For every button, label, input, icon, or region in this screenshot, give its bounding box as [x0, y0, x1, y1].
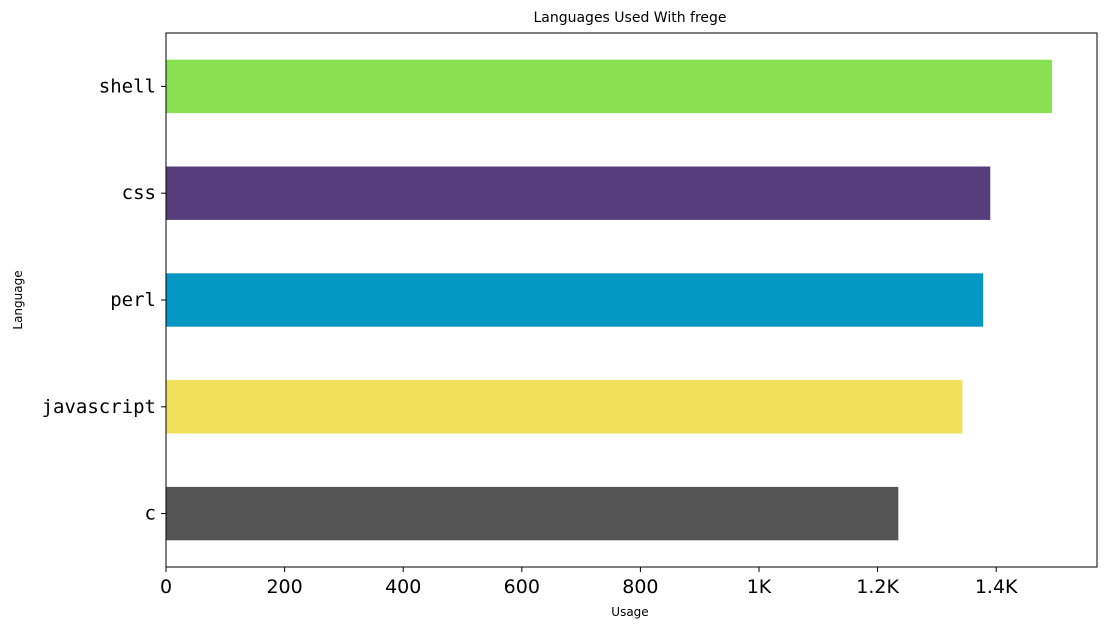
x-tick-label: 1.4K — [975, 576, 1018, 598]
x-axis: 0 200 400 600 800 1K 1.2K 1.4K — [160, 567, 1018, 598]
x-tick-label: 1.2K — [856, 576, 899, 598]
x-tick-label: 200 — [266, 576, 302, 598]
y-tick-label-shell: shell — [99, 75, 156, 97]
x-axis-title: Usage — [611, 605, 648, 619]
y-tick-label-perl: perl — [110, 289, 156, 311]
y-tick-label-javascript: javascript — [42, 396, 156, 418]
x-tick-label: 400 — [385, 576, 421, 598]
x-tick-label: 800 — [622, 576, 658, 598]
bar-javascript — [166, 380, 963, 434]
bar-c — [166, 486, 899, 541]
y-axis-title: Language — [11, 270, 25, 329]
chart-title: Languages Used With frege — [533, 10, 726, 26]
x-tick-label: 600 — [504, 576, 540, 598]
y-tick-label-css: css — [122, 182, 156, 204]
x-tick-label: 1K — [747, 576, 772, 598]
y-axis: c javascript perl css shell — [42, 75, 166, 525]
bars-group — [166, 59, 1052, 541]
bar-perl — [166, 273, 984, 327]
bar-shell — [166, 59, 1052, 114]
y-tick-label-c: c — [145, 503, 156, 525]
bar-css — [166, 166, 991, 220]
x-tick-label: 0 — [160, 576, 172, 598]
